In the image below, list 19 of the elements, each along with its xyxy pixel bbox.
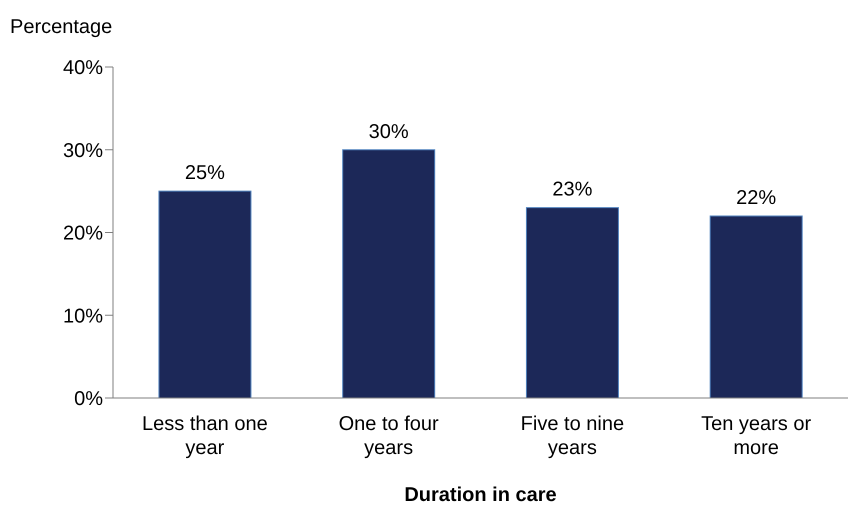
data-label: 25% (184, 162, 226, 184)
y-tick-label: 40% (62, 57, 104, 80)
y-tick-label: 0% (74, 388, 104, 410)
data-label: 30% (368, 120, 409, 143)
y-axis-title: Percentage (10, 16, 112, 39)
data-label: 23% (552, 178, 593, 201)
x-tick-label: Less than one year (142, 413, 268, 459)
bar (342, 149, 436, 398)
x-tick-label: Five to nine years (520, 413, 624, 459)
x-tick-label: One to four years (338, 413, 439, 459)
x-axis-title: Duration in care (404, 484, 557, 506)
bar (710, 215, 803, 398)
y-tick-label: 10% (62, 305, 104, 328)
data-label: 22% (736, 186, 776, 209)
bar (158, 190, 252, 398)
y-tick-label: 20% (62, 222, 104, 245)
y-tick-label: 30% (62, 140, 104, 162)
bar (526, 207, 619, 398)
x-tick-label: Ten years or more (701, 413, 812, 459)
